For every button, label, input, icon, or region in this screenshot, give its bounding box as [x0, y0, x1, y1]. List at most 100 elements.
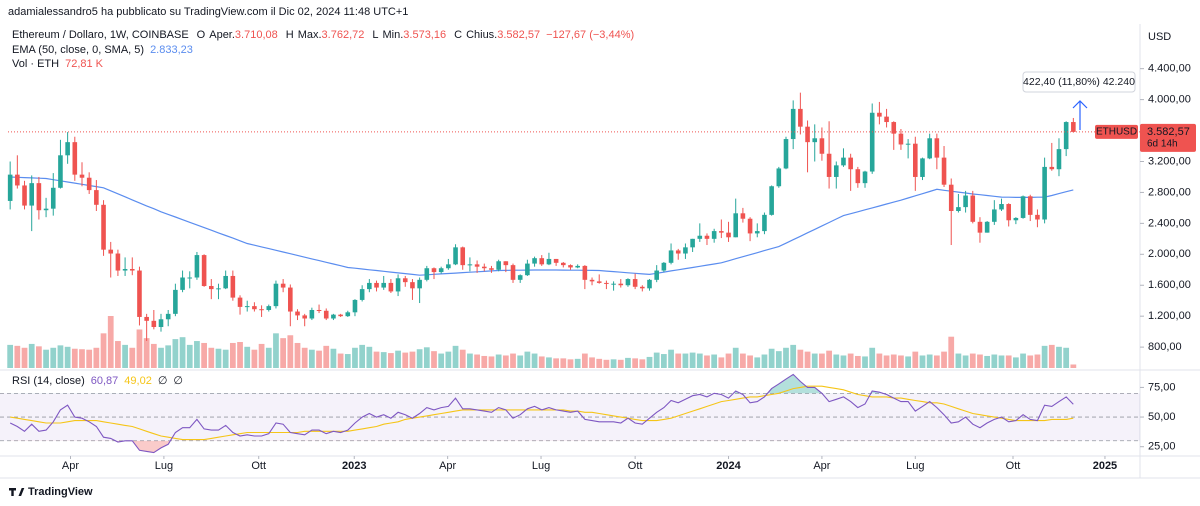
axes: 4.400,00 4.000,00 3.200,00 2.800,00 2.400,00… — [8, 63, 1196, 472]
volume-bar — [1063, 347, 1070, 368]
volume-bar — [632, 358, 639, 368]
volume-bar — [610, 359, 617, 368]
volume-bar — [301, 347, 308, 368]
y-tick-label: 2.000,00 — [1148, 248, 1191, 260]
volume-bar — [36, 346, 42, 368]
legend-field: Aper. — [209, 29, 235, 41]
rsi-overbought-fill — [714, 374, 883, 394]
volume-bar — [567, 359, 574, 368]
volume-bar — [143, 338, 150, 368]
volume-bar — [93, 347, 100, 368]
price-tag-box — [1140, 123, 1196, 152]
volume-bar — [179, 337, 186, 368]
candle-body — [1049, 166, 1055, 170]
volume-bar — [538, 356, 545, 368]
candle-body — [582, 265, 588, 280]
legend-field: Chius. — [466, 29, 497, 41]
measure-box — [1022, 71, 1136, 93]
volume-bar — [890, 354, 897, 368]
volume-bar — [71, 348, 78, 368]
candle-body — [410, 282, 415, 289]
volume-bar — [617, 359, 624, 368]
legend-rsi-value: 60,87 — [91, 375, 119, 387]
legend-ema-value: 2.833,23 — [150, 44, 193, 56]
volume-bar — [933, 355, 940, 368]
candle-body — [165, 313, 171, 320]
candle-body — [855, 169, 861, 184]
candle-body — [108, 249, 114, 254]
volume-bar — [129, 347, 136, 368]
candle-body — [280, 283, 286, 288]
candle-body — [675, 250, 681, 254]
candle-body — [754, 231, 760, 234]
candle-body — [431, 268, 437, 273]
candle-body — [122, 268, 128, 271]
candle-body — [869, 112, 875, 172]
volume-bar — [14, 345, 21, 368]
candle-body — [848, 157, 853, 170]
candle-body — [338, 314, 343, 317]
volume-bar — [854, 355, 861, 368]
legend-ema-name: EMA (50, close, 0, SMA, 5) — [12, 44, 144, 56]
candle-body — [503, 261, 509, 266]
volume-bar — [502, 355, 509, 368]
candle-body — [158, 319, 164, 328]
x-tick-label: Apr — [62, 460, 79, 472]
candle-body — [230, 275, 236, 298]
candle-body — [72, 142, 78, 175]
volume-bar — [323, 345, 330, 368]
volume-bar — [1048, 344, 1055, 368]
legend-value: 3.573,16 — [403, 29, 446, 41]
candle-body — [568, 265, 573, 268]
volume-bar — [811, 353, 818, 368]
candle-body — [1042, 166, 1047, 220]
ema — [10, 176, 1074, 276]
candle-body — [934, 138, 940, 158]
candle-body — [194, 255, 200, 278]
volume-bar — [696, 353, 703, 368]
volume-bar — [194, 341, 200, 368]
candle-body — [144, 316, 149, 321]
volume-bar — [431, 351, 437, 368]
volume-bar — [122, 344, 128, 368]
volume-bar — [208, 347, 215, 368]
candle-body — [733, 213, 739, 238]
candle-body — [841, 157, 846, 166]
candle-body — [999, 204, 1004, 210]
volume-bar — [725, 353, 732, 368]
volume-bar — [948, 336, 955, 368]
candle-body — [561, 262, 566, 266]
candle-body — [941, 157, 947, 185]
byline: adamialessandro5 ha pubblicato su Tradin… — [8, 6, 408, 18]
volume-bar — [574, 358, 581, 368]
volume-bar — [186, 344, 193, 368]
volume-bar — [898, 355, 904, 368]
candle-body — [920, 158, 925, 177]
candle-body — [288, 287, 293, 312]
volume-bar — [797, 349, 804, 368]
candle-body — [884, 116, 889, 123]
candle-body — [798, 108, 803, 127]
volume-bar — [675, 353, 682, 368]
candle-body — [877, 112, 882, 117]
volume-bar — [919, 355, 926, 368]
candle-body — [381, 282, 387, 288]
candle-body — [496, 261, 501, 270]
volume-bar — [926, 354, 933, 368]
candle-body — [618, 283, 624, 286]
candle-body — [331, 314, 336, 319]
candle-body — [913, 143, 918, 177]
x-tick-label: Apr — [439, 460, 456, 472]
volume-bar — [747, 355, 753, 368]
candle-body — [244, 306, 250, 308]
x-tick-label: 2025 — [1093, 460, 1117, 472]
volume-bar — [790, 344, 797, 368]
volume-bar — [876, 353, 883, 368]
candle-body — [661, 262, 667, 271]
volume-bar — [826, 350, 832, 368]
candle-body — [43, 208, 49, 211]
legend-volume-name: Vol · ETH — [12, 58, 59, 70]
candle-body — [180, 277, 185, 290]
candle-body — [891, 122, 897, 134]
volume-bar — [201, 342, 207, 368]
